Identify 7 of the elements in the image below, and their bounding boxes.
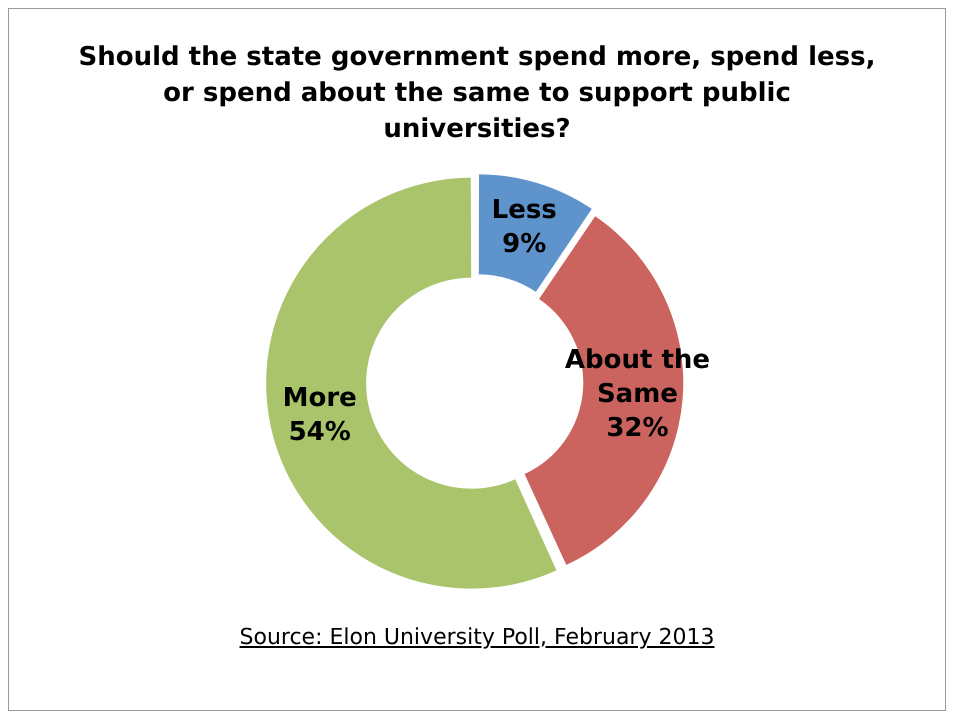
data-label: 9% — [502, 228, 546, 259]
data-label: 54% — [288, 417, 351, 448]
slice-label: More — [282, 383, 357, 414]
slice-label: Less — [492, 194, 557, 225]
chart-title: Should the state government spend more, spend less, or spend about the same to support public universities? — [78, 41, 876, 146]
data-label: 32% — [606, 413, 669, 444]
source-note: Source: Elon University Poll, February 2013 — [238, 625, 716, 650]
